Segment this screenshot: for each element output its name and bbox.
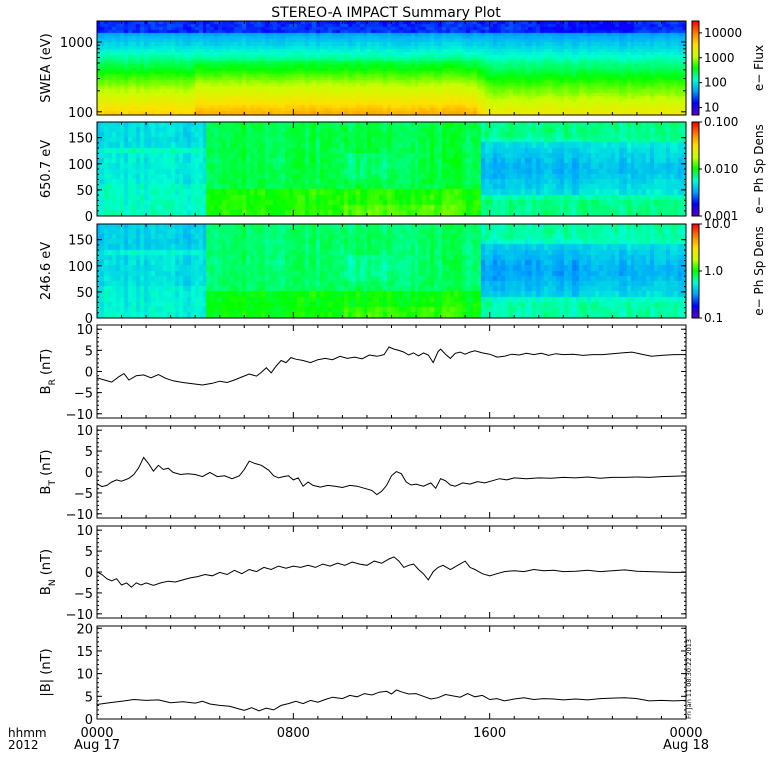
ylabel-br: BR (nT) (39, 349, 58, 395)
time-axis-corner-label-hhmm: hhmm (8, 726, 47, 740)
ytick-label-pad246: 150 (68, 234, 93, 249)
ytick-label-swea: 1000 (60, 36, 93, 51)
heatmap-pad650-image (97, 122, 686, 216)
ytick-label-bmag: 15 (76, 645, 93, 660)
colorbar-swea-tick-label: 10 (704, 101, 719, 115)
ytick-label-br: −5 (74, 387, 93, 402)
time-tick-label: 0800 (277, 726, 310, 741)
series-line-bn (96, 556, 686, 588)
colorbar-pad650-label: e− Ph Sp Dens (752, 124, 766, 213)
ylabel-bt: BT (nT) (39, 450, 58, 495)
ytick-label-br: 10 (76, 323, 93, 338)
ylabel-pad246: 246.6 eV (39, 242, 54, 300)
line-panels-layer (96, 346, 687, 712)
colorbar-pad246-label: e− Ph Sp Dens (752, 226, 766, 315)
ytick-label-pad650: 100 (68, 158, 93, 173)
ytick-label-bn: −5 (74, 587, 93, 602)
ytick-label-br: 0 (85, 366, 93, 381)
heatmap-pad246-image (97, 224, 686, 318)
ytick-label-bn: 0 (85, 566, 93, 581)
panel-frame-bn (96, 525, 687, 619)
ytick-label-bt: 0 (85, 466, 93, 481)
panel-frame-bt (96, 425, 687, 519)
colorbar-swea-label: e− Flux (752, 45, 766, 91)
colorbar-swea-tick-label: 1000 (704, 51, 735, 65)
ytick-label-br: −10 (66, 408, 93, 423)
ytick-label-bmag: 0 (85, 713, 93, 728)
colorbar-pad246-tick-label: 1.0 (704, 264, 723, 278)
colorbar-pad246-image (692, 224, 699, 318)
colorbar-swea-tick-label: 100 (704, 76, 727, 90)
colorbar-swea-frame (691, 20, 700, 116)
colorbar-pad650-tick-label: 0.100 (704, 115, 738, 129)
panel-frame-bmag (96, 625, 687, 720)
ytick-label-bmag: 10 (76, 668, 93, 683)
ylabel-bn: BN (nT) (39, 549, 58, 595)
series-line-bt (96, 456, 687, 496)
colorbar-swea-tick-label: 10000 (704, 26, 742, 40)
time-tick-label: 0000 (80, 726, 113, 741)
ytick-label-pad246: 50 (76, 286, 93, 301)
heatmap-swea-image (97, 21, 686, 115)
ytick-label-bt: 5 (85, 445, 93, 460)
time-axis-corner-label-year: 2012 (8, 738, 39, 752)
ylabel-bmag: |B| (nT) (39, 648, 54, 696)
heatmap-layer (97, 21, 699, 318)
colorbar-swea-image (692, 21, 699, 115)
ytick-label-br: 5 (85, 344, 93, 359)
colorbar-pad246-tick-label: 10.0 (704, 217, 731, 231)
time-tick-label: 0000 (669, 726, 702, 741)
plot-title: STEREO-A IMPACT Summary Plot (271, 5, 501, 21)
ylabel-swea: SWEA (eV) (39, 33, 54, 102)
ytick-label-pad246: 0 (85, 312, 93, 327)
ytick-label-bn: 10 (76, 524, 93, 539)
colorbar-pad246-tick-label: 0.1 (704, 311, 723, 325)
ytick-label-pad246: 100 (68, 260, 93, 275)
ytick-label-bmag: 5 (85, 690, 93, 705)
ytick-label-pad650: 0 (85, 210, 93, 225)
ytick-label-bmag: 20 (76, 622, 93, 637)
panel-frame-br (96, 324, 687, 419)
colorbar-pad650-image (692, 122, 699, 216)
time-tick-label: 1600 (473, 726, 506, 741)
ylabel-pad650: 650.7 eV (39, 140, 54, 198)
ytick-label-bn: −10 (66, 608, 93, 623)
time-tick-date-label: Aug 18 (663, 738, 709, 753)
colorbar-pad650-tick-label: 0.001 (704, 209, 738, 223)
ytick-label-pad650: 150 (68, 132, 93, 147)
time-tick-date-label: Aug 17 (74, 738, 120, 753)
series-line-br (96, 346, 686, 386)
ytick-label-bn: 5 (85, 545, 93, 560)
creation-timestamp: Fri Jan 11 08:30:22 2013 (685, 639, 693, 719)
ytick-label-pad650: 50 (76, 184, 93, 199)
ytick-label-bt: −5 (74, 487, 93, 502)
colorbar-pad650-tick-label: 0.010 (704, 162, 738, 176)
ytick-label-bt: 10 (76, 424, 93, 439)
series-line-bmag (96, 689, 687, 712)
ytick-label-swea: 100 (68, 106, 93, 121)
ytick-label-bt: −10 (66, 508, 93, 523)
